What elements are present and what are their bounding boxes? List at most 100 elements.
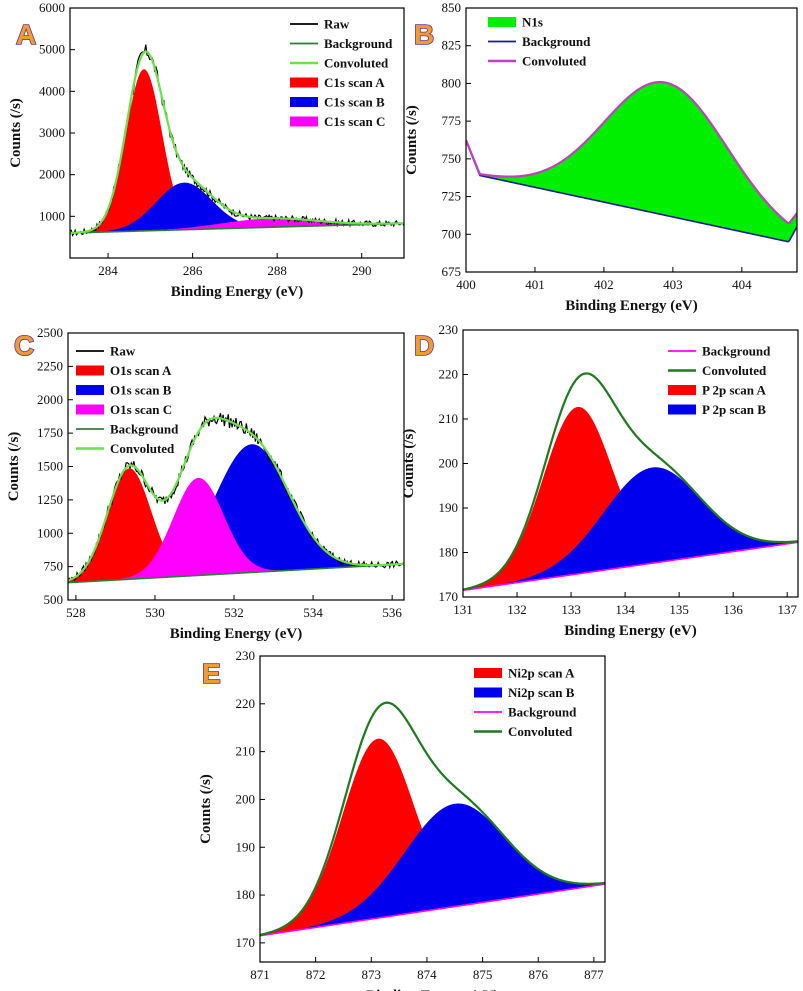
x-tick-label: 132 <box>507 602 527 617</box>
peak-area-c1s-scan-a <box>70 69 404 233</box>
chart-panel-e: 871 872 873 874 875 876 877 170 180 190 200 210 220 2… <box>198 648 606 991</box>
legend: Background Convoluted P 2p scan A P 2p scan… <box>668 344 771 417</box>
y-tick-label: 170 <box>439 589 459 604</box>
background-line <box>68 563 404 584</box>
panel-label: D <box>414 330 434 361</box>
background-line <box>466 140 797 243</box>
legend: Raw O1s scan A O1s scan B O1s scan C Backgro… <box>76 344 179 456</box>
y-tick-label: 190 <box>439 500 459 515</box>
x-tick-label: 528 <box>66 605 86 620</box>
convoluted-line <box>68 416 404 582</box>
legend-swatch <box>290 116 318 127</box>
background-line <box>463 541 798 592</box>
y-tick-label: 2000 <box>37 392 63 407</box>
legend-entry: Background <box>702 344 771 359</box>
x-axis-label: Binding Energy (eV) <box>170 626 303 642</box>
x-axis-label: Binding Energy (eV) <box>366 988 499 991</box>
legend-entry: C1s scan A <box>324 75 385 90</box>
y-tick-label: 2000 <box>39 167 65 182</box>
legend-entry: Ni2p scan A <box>508 666 575 681</box>
x-tick-label: 135 <box>669 602 689 617</box>
peak-area-o1s-scan-c <box>68 477 404 583</box>
plot-area <box>260 701 605 937</box>
x-tick-label: 871 <box>250 967 270 982</box>
legend-entry: Background <box>110 422 179 437</box>
peak-area-ni2p-scan-b <box>260 803 605 936</box>
legend-entry: P 2p scan A <box>702 383 767 398</box>
y-tick-label: 1500 <box>37 459 63 474</box>
convoluted-line <box>463 372 798 591</box>
x-tick-label: 874 <box>417 967 437 982</box>
legend-entry: Ni2p scan B <box>508 685 575 700</box>
x-tick-label: 134 <box>615 602 635 617</box>
x-tick-label: 284 <box>98 263 118 278</box>
legend-entry: Background <box>324 36 393 51</box>
chart-panel-a: 284 286 288 290 1000 2000 3000 4000 5000 6000 Bind… <box>8 0 405 300</box>
x-tick-label: 288 <box>267 263 287 278</box>
legend-entry: Convoluted <box>324 56 389 71</box>
legend: Ni2p scan A Ni2p scan B Background Convolut… <box>474 666 577 739</box>
x-tick-label: 534 <box>303 605 323 620</box>
peak-area-c1s-scan-b <box>70 182 404 233</box>
axes-frame <box>259 655 606 963</box>
chart-panel-b: 400 401 402 403 404 675 700 725 750 775 800 825 850 B… <box>404 0 798 314</box>
chart-panel-d: 131 132 133 134 135 136 137 170 180 190 200 210 220 2… <box>401 322 799 639</box>
legend-swatch <box>76 365 104 376</box>
y-tick-label: 750 <box>44 559 64 574</box>
peak-area-n1s <box>466 82 797 242</box>
peak-area-ni2p-scan-a <box>260 738 605 936</box>
legend-entry: Convoluted <box>702 363 767 378</box>
x-tick-label: 402 <box>594 277 614 292</box>
convoluted-line <box>70 50 404 235</box>
legend-entry: Raw <box>324 17 350 32</box>
y-tick-label: 700 <box>442 226 462 241</box>
chart-panel-c: 528 530 532 534 536 500 750 1000 1250 1500 1750 200… <box>6 325 405 642</box>
legend: Raw Background Convoluted C1s scan A C1s sca… <box>290 17 393 129</box>
panel-label: E <box>202 658 221 689</box>
legend: N1s Background Convoluted <box>488 15 591 69</box>
convoluted-line <box>466 80 797 225</box>
y-tick-label: 2500 <box>37 325 63 340</box>
legend-swatch <box>474 668 502 678</box>
legend-entry: Background <box>522 34 591 49</box>
y-tick-label: 750 <box>442 151 462 166</box>
legend-entry: O1s scan C <box>110 402 172 417</box>
peak-area-o1s-scan-b <box>68 444 404 583</box>
y-tick-label: 170 <box>236 935 256 950</box>
plot-area <box>466 80 797 243</box>
legend-entry: C1s scan B <box>324 95 385 110</box>
x-tick-label: 530 <box>145 605 165 620</box>
x-tick-label: 290 <box>352 263 372 278</box>
plot-area <box>70 44 404 237</box>
x-axis-label: Binding Energy (eV) <box>171 284 304 300</box>
legend-entry: Convoluted <box>110 441 175 456</box>
x-tick-label: 876 <box>528 967 548 982</box>
y-tick-label: 725 <box>442 189 462 204</box>
y-tick-label: 1000 <box>37 525 63 540</box>
y-tick-label: 5000 <box>39 42 65 57</box>
x-tick-label: 872 <box>306 967 326 982</box>
y-tick-label: 180 <box>236 887 256 902</box>
x-tick-label: 403 <box>663 277 683 292</box>
y-tick-label: 220 <box>236 696 256 711</box>
x-tick-label: 136 <box>723 602 743 617</box>
legend-swatch <box>76 404 104 415</box>
y-axis-label: Counts (/s) <box>404 105 420 175</box>
y-tick-label: 800 <box>442 75 462 90</box>
y-tick-label: 4000 <box>39 83 65 98</box>
y-axis-label: Counts (/s) <box>8 98 24 168</box>
y-tick-label: 200 <box>439 456 459 471</box>
axes-frame <box>465 7 798 273</box>
plot-area <box>68 413 404 584</box>
x-tick-label: 131 <box>453 602 473 617</box>
peak-area-p-2p-scan-b <box>463 467 798 591</box>
panel-label: B <box>414 19 434 50</box>
x-tick-label: 400 <box>456 277 476 292</box>
y-tick-label: 1250 <box>37 492 63 507</box>
x-tick-label: 877 <box>584 967 604 982</box>
legend-entry: Raw <box>110 344 136 359</box>
y-tick-label: 825 <box>442 38 462 53</box>
legend-entry: N1s <box>522 15 543 30</box>
peak-area-p-2p-scan-a <box>463 406 798 591</box>
